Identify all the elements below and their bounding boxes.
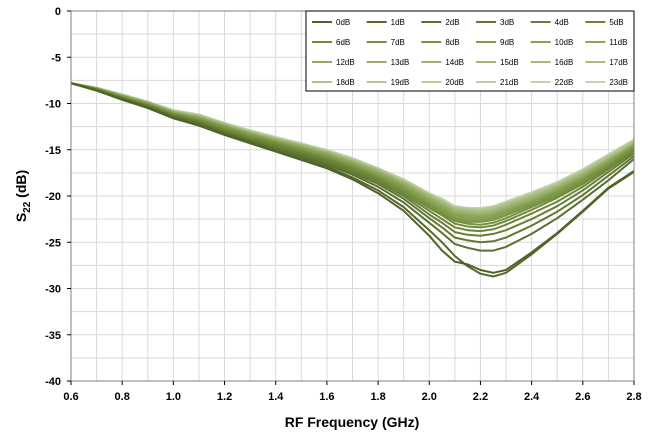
legend-label-8dB: 8dB bbox=[445, 38, 459, 47]
legend-label-19dB: 19dB bbox=[391, 78, 410, 87]
y-tick-label: -40 bbox=[45, 376, 61, 388]
legend-label-5dB: 5dB bbox=[609, 18, 623, 27]
y-tick-label: -30 bbox=[45, 284, 61, 296]
y-axis-title-subscript: 22 bbox=[22, 201, 33, 213]
legend-label-12dB: 12dB bbox=[336, 58, 355, 67]
y-axis-title-main: S bbox=[13, 213, 29, 222]
y-tick-label: 0 bbox=[55, 6, 61, 18]
series-line-0dB bbox=[70, 82, 635, 274]
legend: 0dB 1dB 2dB 3dB 4dB 5dB 6dB 7dB 8dB 9dB 10dB 11dB 12… bbox=[305, 10, 635, 92]
y-tick-label: -25 bbox=[45, 237, 61, 249]
x-tick-label: 2.2 bbox=[473, 391, 488, 403]
x-tick-label: 1.8 bbox=[370, 391, 385, 403]
legend-box bbox=[305, 10, 635, 92]
legend-label-1dB: 1dB bbox=[391, 18, 405, 27]
y-tick-label: -20 bbox=[45, 191, 61, 203]
x-tick-label: 2.6 bbox=[575, 391, 590, 403]
x-axis-title: RF Frequency (GHz) bbox=[285, 414, 420, 430]
legend-label-0dB: 0dB bbox=[336, 18, 350, 27]
x-tick-label: 0.6 bbox=[63, 391, 78, 403]
y-tick-label: -35 bbox=[45, 330, 61, 342]
legend-label-14dB: 14dB bbox=[445, 58, 464, 67]
legend-label-13dB: 13dB bbox=[391, 58, 410, 67]
legend-label-3dB: 3dB bbox=[500, 18, 514, 27]
x-tick-label: 1.4 bbox=[268, 391, 284, 403]
legend-label-20dB: 20dB bbox=[445, 78, 464, 87]
x-tick-label: 1.0 bbox=[166, 391, 181, 403]
legend-label-6dB: 6dB bbox=[336, 38, 350, 47]
legend-label-2dB: 2dB bbox=[445, 18, 459, 27]
y-axis-title-rest: (dB) bbox=[13, 170, 29, 202]
legend-label-7dB: 7dB bbox=[391, 38, 405, 47]
x-tick-label: 1.6 bbox=[319, 391, 334, 403]
legend-label-10dB: 10dB bbox=[555, 38, 574, 47]
legend-label-16dB: 16dB bbox=[555, 58, 574, 67]
series-lines bbox=[70, 82, 635, 278]
legend-label-4dB: 4dB bbox=[555, 18, 569, 27]
x-tick-label: 2.0 bbox=[422, 391, 437, 403]
x-tick-label: 2.8 bbox=[626, 391, 641, 403]
y-tick-label: -15 bbox=[45, 145, 61, 157]
legend-label-23dB: 23dB bbox=[609, 78, 628, 87]
y-tick-label: -5 bbox=[51, 52, 61, 64]
axis-ticks: 0.6 0.8 1.0 1.2 1.4 1.6 1.8 2.0 2.2 2.4 2.6 2.8 0 -5 -… bbox=[45, 6, 642, 403]
legend-label-22dB: 22dB bbox=[555, 78, 574, 87]
y-axis-title: S22 (dB) bbox=[13, 170, 33, 222]
legend-label-21dB: 21dB bbox=[500, 78, 519, 87]
x-tick-label: 1.2 bbox=[217, 391, 232, 403]
legend-label-17dB: 17dB bbox=[609, 58, 628, 67]
legend-label-9dB: 9dB bbox=[500, 38, 514, 47]
x-tick-label: 0.8 bbox=[115, 391, 130, 403]
y-tick-label: -10 bbox=[45, 99, 61, 111]
legend-label-18dB: 18dB bbox=[336, 78, 355, 87]
x-tick-label: 2.4 bbox=[524, 391, 540, 403]
legend-label-15dB: 15dB bbox=[500, 58, 519, 67]
legend-label-11dB: 11dB bbox=[609, 38, 627, 47]
